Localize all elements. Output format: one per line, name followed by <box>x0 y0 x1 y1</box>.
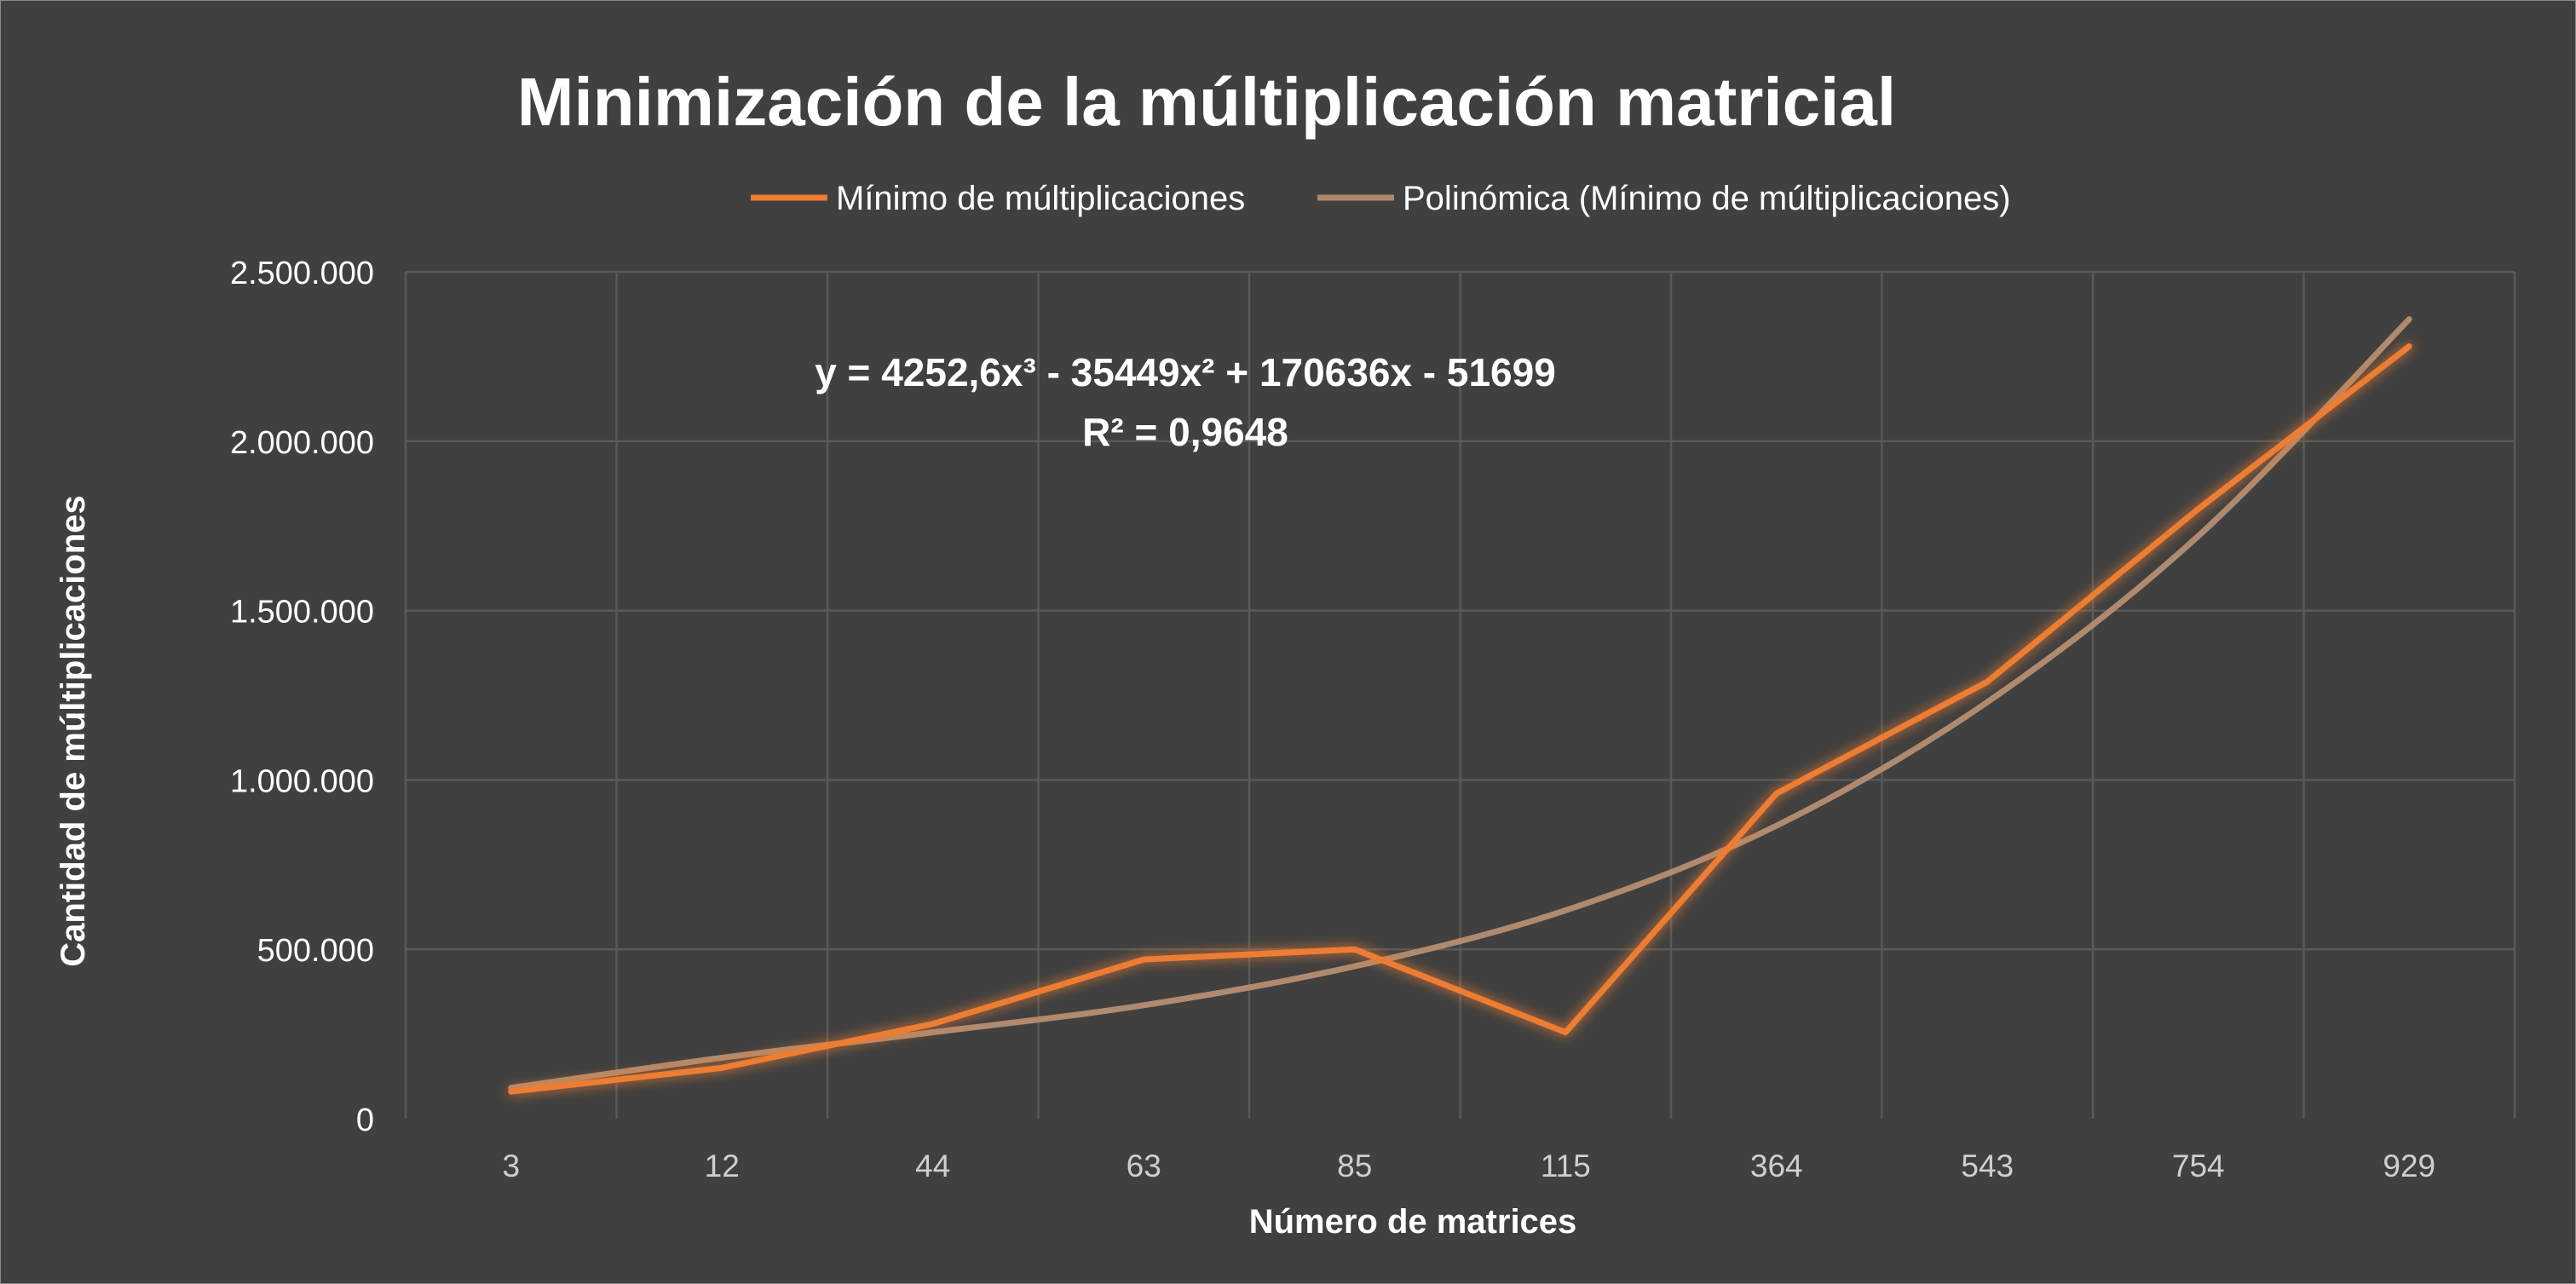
data-point <box>720 1066 723 1069</box>
x-tick-label: 754 <box>2172 1149 2225 1183</box>
x-tick-label: 929 <box>2383 1149 2435 1183</box>
data-point <box>931 1022 935 1026</box>
x-tick-label: 85 <box>1337 1149 1372 1183</box>
data-point <box>1564 1031 1567 1034</box>
trendline-point <box>2197 534 2200 538</box>
y-tick-label: 2.000.000 <box>230 425 374 461</box>
trendline-point <box>1142 1004 1145 1007</box>
y-tick-label: 1.000.000 <box>230 763 374 799</box>
x-tick-label: 3 <box>502 1149 520 1183</box>
data-series-line <box>508 343 2412 1095</box>
x-tick-label: 115 <box>1541 1149 1591 1183</box>
x-tick-label: 364 <box>1750 1149 1803 1183</box>
trendline-point <box>1775 824 1778 827</box>
y-tick-label: 500.000 <box>257 933 374 969</box>
x-tick-label: 63 <box>1127 1149 1161 1183</box>
trendline-point <box>931 1031 935 1034</box>
y-axis-ticks: 0 500.000 1.000.000 1.500.000 2.000.000 2.500… <box>230 256 374 1138</box>
trendline-equation: y = 4252,6x³ - 35449x² + 170636x - 51699 <box>815 350 1556 394</box>
trendline-point <box>1353 964 1357 968</box>
data-point <box>1353 947 1357 951</box>
trendline-point <box>720 1056 723 1059</box>
trendline-point <box>1564 908 1567 912</box>
x-tick-label: 44 <box>915 1149 950 1183</box>
trendline-point <box>1985 700 1989 704</box>
legend-label-series-2: Polinómica (Mínimo de múltiplicaciones) <box>1403 180 2011 217</box>
data-point <box>1142 958 1145 961</box>
trendline-r-squared: R² = 0,9648 <box>1082 410 1288 454</box>
x-tick-label: 543 <box>1961 1149 2014 1183</box>
chart-title: Minimización de la múltiplicación matric… <box>517 64 1896 140</box>
legend: Mínimo de múltiplicaciones Polinómica (M… <box>751 180 2011 217</box>
data-point <box>2407 344 2411 348</box>
plot-series <box>508 316 2412 1095</box>
gridlines <box>404 270 2516 1119</box>
trendline-point <box>2407 318 2411 321</box>
y-tick-label: 1.500.000 <box>230 595 374 630</box>
y-tick-label: 2.500.000 <box>230 256 374 291</box>
y-tick-label: 0 <box>356 1103 374 1138</box>
data-point <box>1985 680 1989 683</box>
x-axis-ticks: 3 12 44 63 85 115 364 543 754 929 <box>502 1149 2435 1183</box>
y-axis-title: Cantidad de múltiplicaciones <box>55 495 92 966</box>
x-tick-label: 12 <box>705 1149 740 1183</box>
x-axis-title: Número de matrices <box>1249 1203 1577 1241</box>
legend-label-series-1: Mínimo de múltiplicaciones <box>836 180 1245 217</box>
data-point <box>1775 792 1778 795</box>
data-point <box>2197 507 2200 510</box>
data-point <box>510 1090 513 1093</box>
